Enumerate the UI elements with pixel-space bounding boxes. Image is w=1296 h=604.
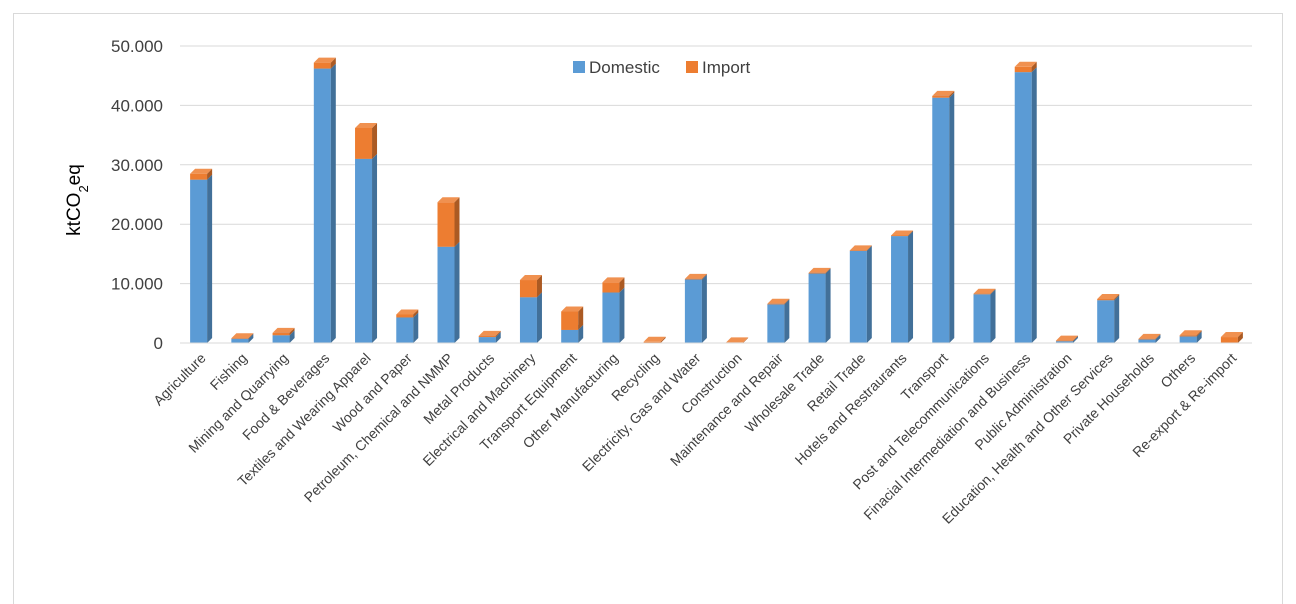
- bar-import: [1138, 333, 1161, 340]
- bar-import: [973, 288, 996, 295]
- bar-import: [313, 57, 336, 69]
- bar-import: [643, 336, 666, 343]
- x-tick-label: Petroleum, Chemical and NMMP: [301, 350, 456, 505]
- legend: Domestic Import: [573, 58, 750, 77]
- y-tick-label: 50.000: [111, 37, 163, 56]
- x-tick-label: Agriculture: [150, 350, 209, 409]
- y-tick-label: 0: [154, 334, 163, 353]
- legend-swatch-domestic: [573, 61, 585, 73]
- bar-import: [355, 122, 378, 159]
- bar-import: [519, 275, 542, 298]
- bar-domestic: [355, 153, 378, 343]
- chart-frame: [13, 13, 1283, 604]
- bar-import: [1220, 332, 1243, 343]
- bar-import: [726, 337, 749, 343]
- bar-domestic: [1097, 295, 1120, 343]
- x-tick-label: Metal Products: [420, 350, 497, 427]
- bar-domestic: [313, 63, 336, 344]
- legend-label-import: Import: [702, 58, 750, 77]
- y-axis-title: ktCO2eq: [64, 164, 91, 236]
- bar-import: [849, 245, 872, 251]
- bar-domestic: [1014, 67, 1037, 344]
- bar-domestic: [767, 299, 790, 343]
- y-tick-label: 30.000: [111, 156, 163, 175]
- bar-import: [437, 197, 460, 247]
- y-tick-label: 20.000: [111, 215, 163, 234]
- bar-import: [231, 333, 254, 339]
- y-tick-label: 40.000: [111, 96, 163, 115]
- bar-import: [190, 168, 213, 180]
- bar-import: [602, 277, 625, 293]
- bar-domestic: [519, 292, 542, 343]
- bar-domestic: [602, 287, 625, 343]
- bar-import: [272, 327, 295, 336]
- bars: [190, 57, 1243, 344]
- bar-import: [808, 267, 831, 274]
- bar-domestic: [849, 245, 872, 343]
- legend-swatch-import: [686, 61, 698, 73]
- bar-import: [767, 298, 790, 305]
- bar-domestic: [437, 241, 460, 343]
- bar-import: [684, 273, 707, 280]
- y-tick-label: 10.000: [111, 275, 163, 294]
- bar-import: [561, 306, 584, 330]
- y-axis-ticks: 0 10.000 20.000 30.000 40.000 50.000: [111, 37, 163, 353]
- bar-import: [1055, 335, 1078, 342]
- bar-domestic: [973, 289, 996, 343]
- bar-import: [478, 330, 501, 338]
- bar-import: [891, 230, 914, 237]
- legend-label-domestic: Domestic: [589, 58, 660, 77]
- bar-domestic: [891, 231, 914, 343]
- gridlines: [180, 45, 1252, 285]
- bar-domestic: [190, 174, 213, 343]
- bar-domestic: [932, 92, 955, 343]
- bar-import: [1014, 61, 1037, 73]
- bar-import: [932, 90, 955, 98]
- bar-import: [396, 309, 419, 318]
- bar-import: [1179, 330, 1202, 337]
- bar-domestic: [684, 274, 707, 343]
- bar-domestic: [808, 268, 831, 343]
- bar-import: [1097, 294, 1120, 301]
